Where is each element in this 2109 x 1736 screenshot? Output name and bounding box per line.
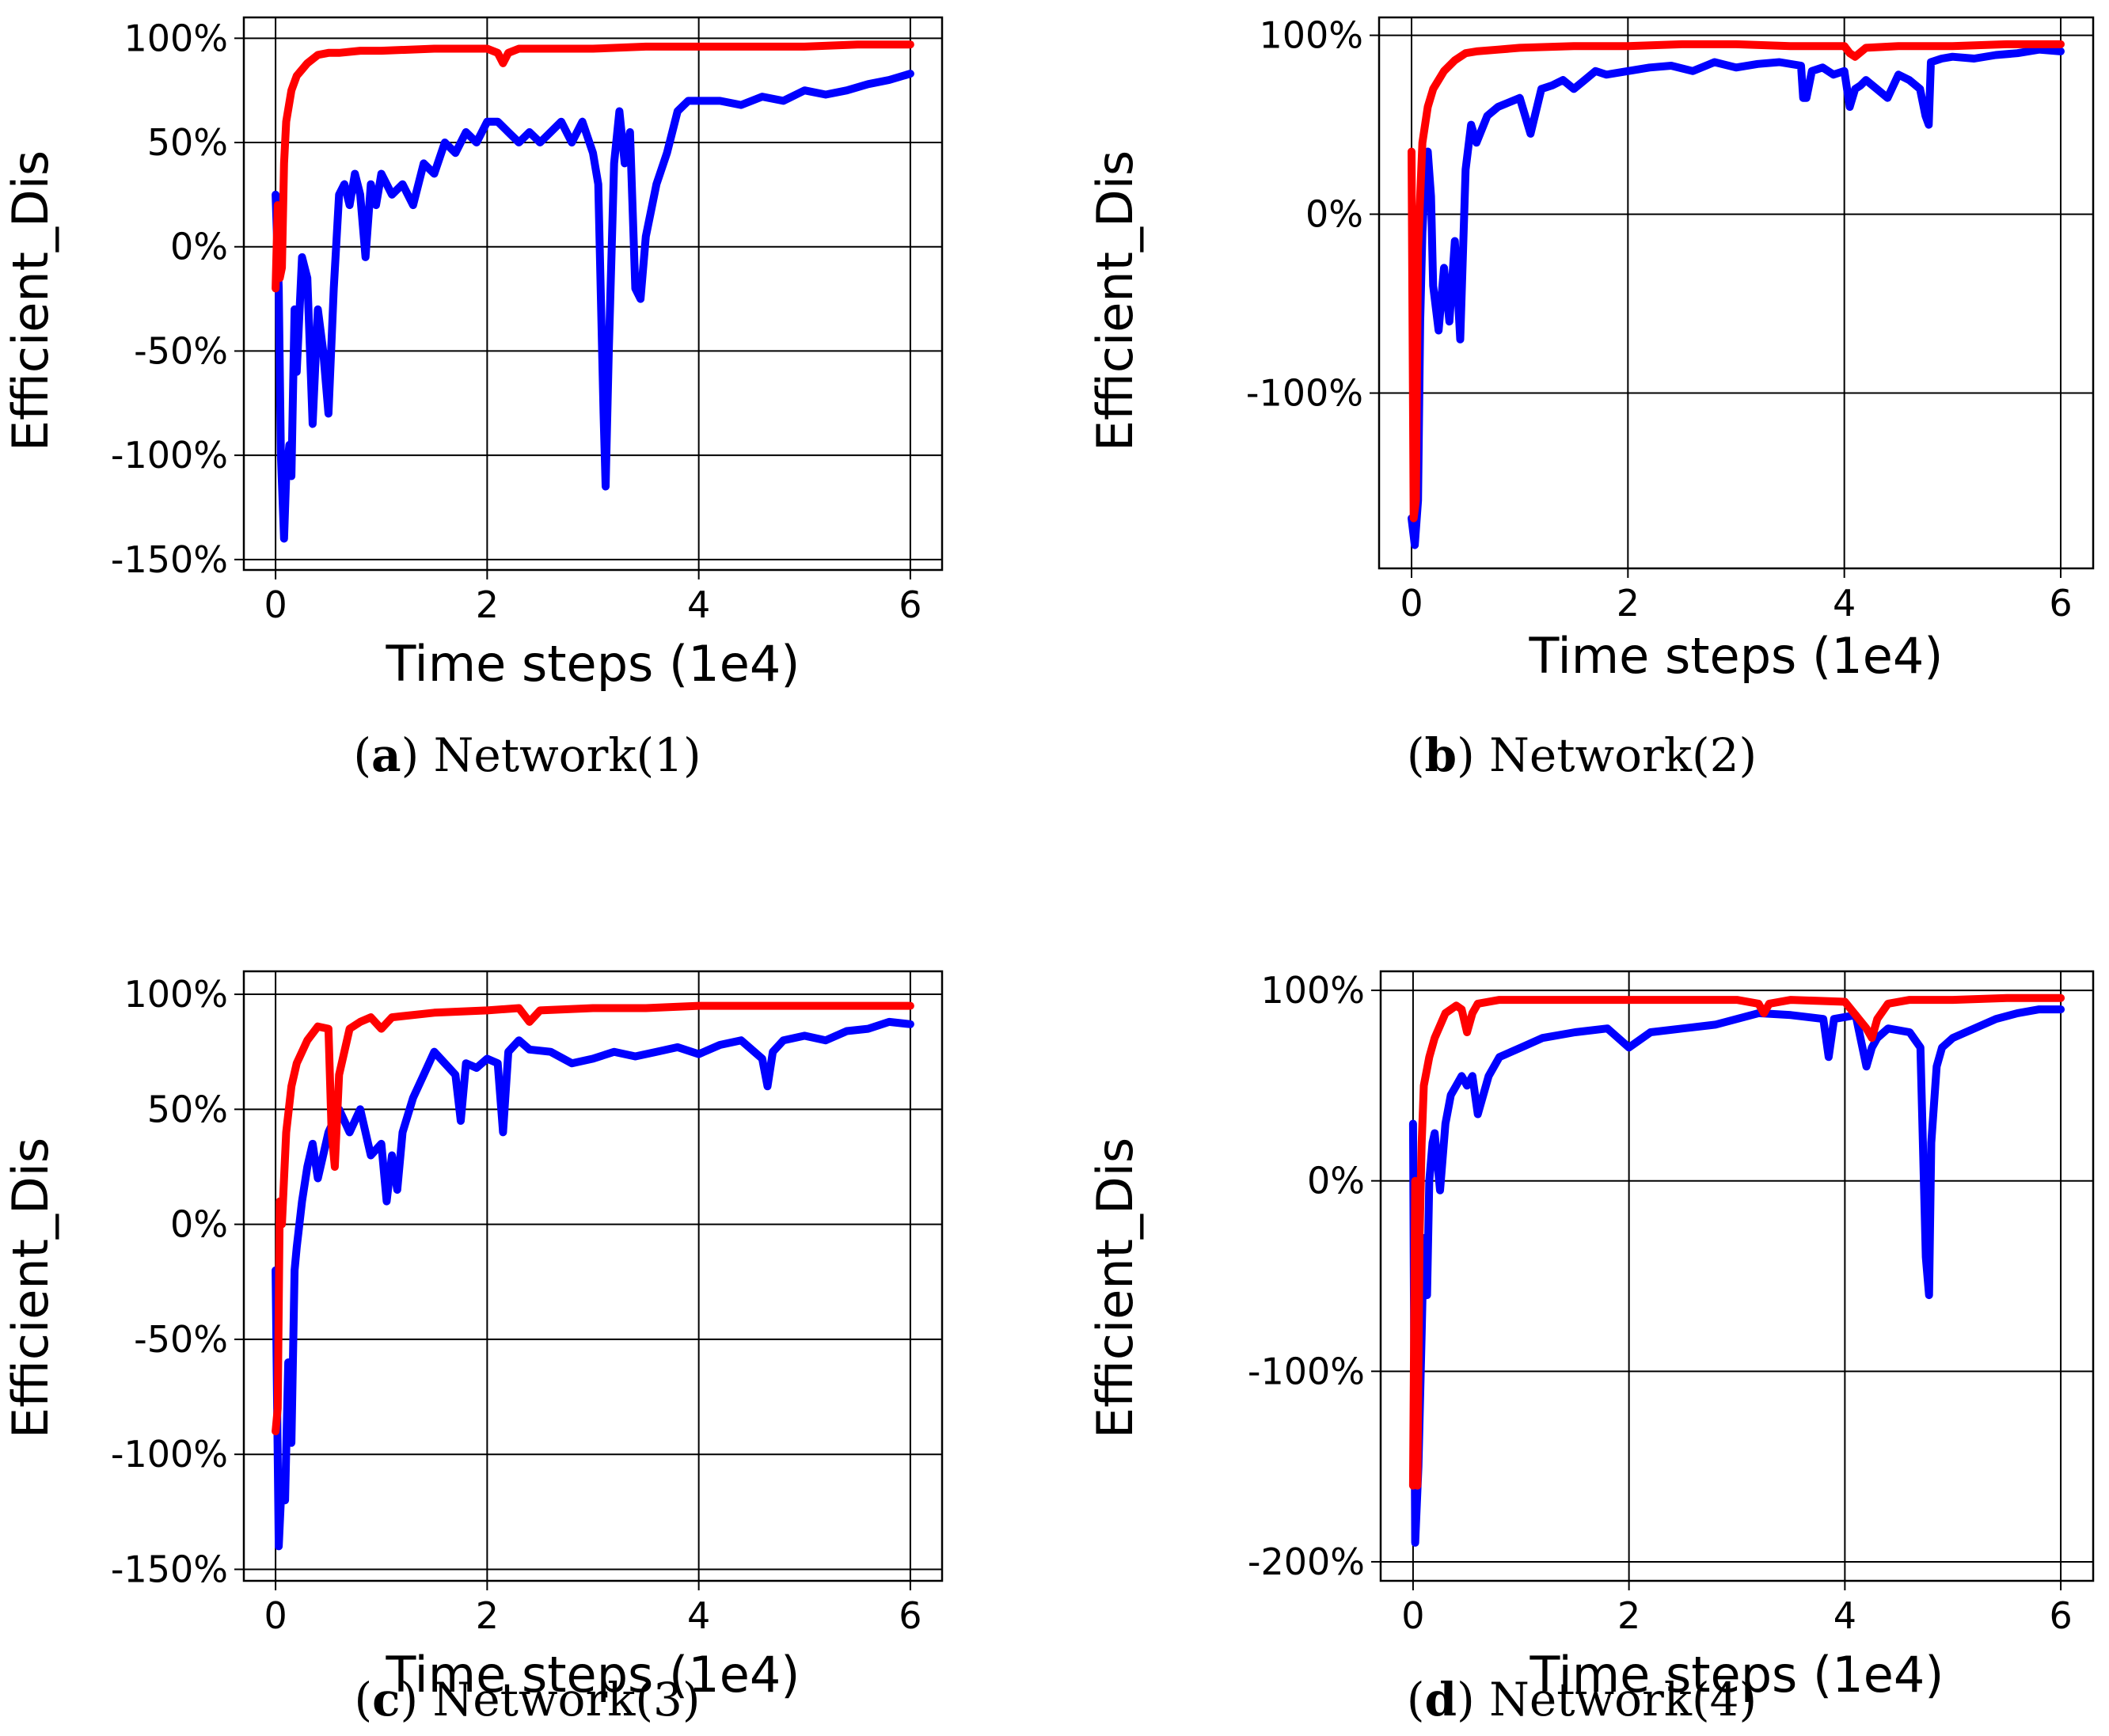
x-tick-label: 4 [1834, 1594, 1856, 1637]
y-tick-label: 100% [1259, 14, 1363, 57]
caption-c-letter: c [372, 1673, 401, 1727]
x-tick-label: 6 [2049, 582, 2072, 625]
x-tick-label: 0 [1400, 582, 1423, 625]
caption-d: (d) Network(4) [1406, 1673, 1758, 1727]
y-tick-label: 100% [1260, 969, 1365, 1012]
x-tick-label: 0 [264, 1594, 287, 1637]
chart-panel-c: 0 2 4 6 100% 50% 0% -50% -100% -150% Time steps (1… [0, 868, 1054, 1736]
y-tick-label: -150% [111, 538, 228, 581]
x-tick-label: 2 [476, 583, 499, 626]
x-tick-label: 2 [1617, 582, 1640, 625]
x-tick-label: 4 [687, 1594, 710, 1637]
y-tick-label: 50% [147, 1088, 228, 1130]
caption-d-letter: d [1424, 1673, 1457, 1727]
series-line-blue [272, 1017, 914, 1551]
series-line-blue [1408, 1005, 2065, 1547]
x-axis-label: Time steps (1e4) [1529, 627, 1944, 685]
chart-c-svg: 0 2 4 6 100% 50% 0% -50% -100% -150% Time steps (1… [2, 970, 944, 1704]
y-axis-label: Efficient_Dis [2, 150, 59, 451]
chart-a-svg: 0 2 4 6 100% 50% 0% -50% -100% -150% Time steps (1… [2, 16, 944, 693]
series-line-red [272, 40, 914, 293]
plot-frame [1378, 16, 2095, 570]
y-tick-label: 0% [1305, 193, 1363, 236]
y-tick-label: -50% [134, 1318, 228, 1361]
x-tick-label: 4 [687, 583, 710, 626]
y-axis-label: Efficient_Dis [1086, 150, 1144, 451]
y-tick-label: 100% [124, 17, 228, 59]
caption-a-text: Network(1) [433, 728, 701, 782]
caption-b: (b) Network(2) [1406, 728, 1758, 782]
x-tick-label: 6 [2049, 1594, 2072, 1637]
x-tick-label: 6 [899, 583, 922, 626]
y-tick-label: -100% [111, 434, 228, 477]
x-tick-label: 2 [476, 1594, 499, 1637]
caption-b-text: Network(2) [1489, 728, 1758, 782]
y-tick-label: -100% [111, 1433, 228, 1476]
y-tick-label: -200% [1248, 1540, 1365, 1583]
y-tick-label: -100% [1248, 1350, 1365, 1392]
chart-panel-a: 0 2 4 6 100% 50% 0% -50% -100% -150% Time steps (1… [0, 0, 1054, 868]
x-tick-label: 2 [1617, 1594, 1640, 1637]
caption-c-text: Network(3) [432, 1673, 701, 1727]
y-tick-label: 0% [170, 1203, 228, 1246]
x-tick-label: 0 [264, 583, 287, 626]
chart-d-svg: 0 2 4 6 100% 0% -100% -200% Time steps (1e4) Effi… [1086, 969, 2095, 1704]
y-tick-label: -50% [134, 329, 228, 372]
y-tick-label: 0% [170, 226, 228, 268]
series-line-red [1408, 993, 2065, 1490]
chart-b-svg: 0 2 4 6 100% 0% -100% Time steps (1e4) Efficient… [1086, 14, 2095, 685]
series-line-red [272, 1001, 914, 1436]
caption-a: (a) Network(1) [353, 728, 701, 782]
caption-d-text: Network(4) [1489, 1673, 1758, 1727]
y-tick-label: 0% [1307, 1160, 1365, 1202]
series-line-blue [272, 70, 914, 543]
x-axis-label: Time steps (1e4) [1530, 1646, 1944, 1704]
caption-c: (c) Network(3) [354, 1673, 701, 1727]
caption-a-letter: a [370, 728, 401, 782]
series-line-red [1408, 40, 2065, 522]
y-tick-label: -100% [1246, 372, 1363, 415]
y-tick-label: 100% [124, 973, 228, 1016]
series-line-blue [1408, 45, 2065, 549]
plot-frame [242, 16, 944, 572]
x-tick-label: 0 [1401, 1594, 1424, 1637]
x-axis-label: Time steps (1e4) [386, 635, 800, 693]
plot-frame [1379, 970, 2095, 1582]
chart-panel-b: 0 2 4 6 100% 0% -100% Time steps (1e4) Efficient… [1054, 0, 2109, 868]
x-tick-label: 6 [899, 1594, 922, 1637]
x-axis-label: Time steps (1e4) [386, 1646, 800, 1704]
x-tick-label: 4 [1833, 582, 1856, 625]
plot-frame [242, 970, 944, 1582]
y-tick-label: 50% [147, 121, 228, 164]
y-axis-label: Efficient_Dis [2, 1138, 59, 1438]
chart-panel-d: 0 2 4 6 100% 0% -100% -200% Time steps (1e4) Effi… [1054, 868, 2109, 1736]
y-tick-label: -150% [111, 1548, 228, 1590]
caption-b-letter: b [1424, 728, 1457, 782]
y-axis-label: Efficient_Dis [1086, 1138, 1144, 1438]
